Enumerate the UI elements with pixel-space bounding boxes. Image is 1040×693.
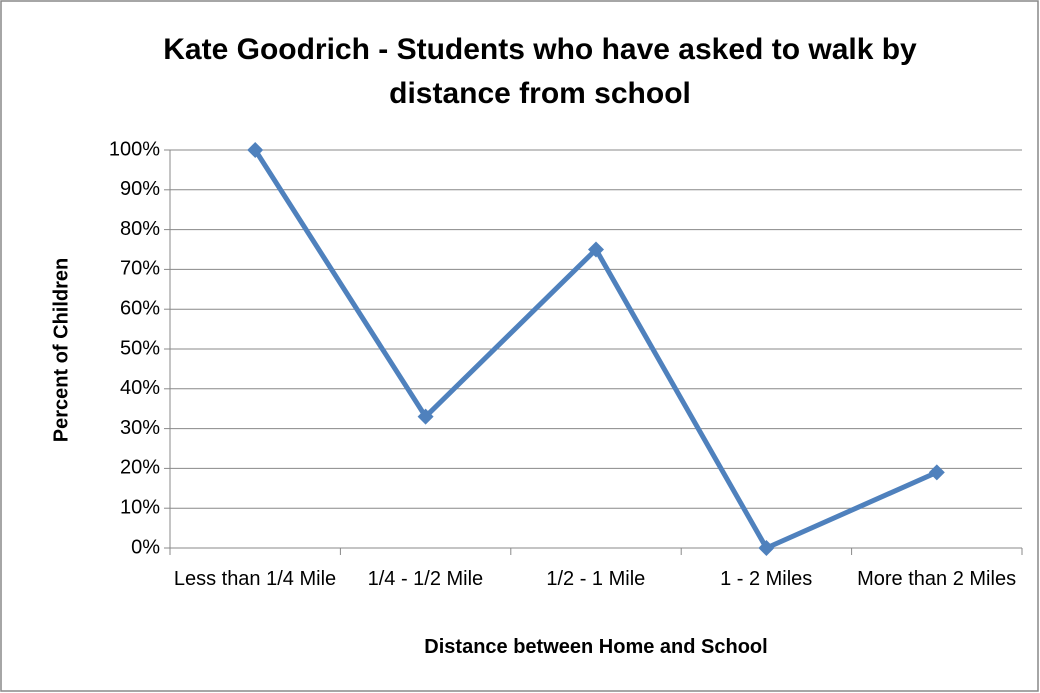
x-tick-label: Less than 1/4 Mile	[173, 568, 337, 590]
y-tick-label: 30%	[120, 417, 160, 439]
data-point	[928, 464, 945, 481]
x-tick-label: 1/4 - 1/2 Mile	[367, 568, 484, 590]
y-tick-label: 0%	[131, 536, 160, 558]
x-tick-label: 1/2 - 1 Mile	[546, 568, 646, 590]
y-tick-label: 10%	[120, 496, 160, 518]
x-tick-label: More than 2 Miles	[857, 568, 1017, 590]
y-tick-label: 60%	[120, 297, 160, 319]
y-tick-label: 90%	[120, 178, 160, 200]
y-tick-label: 100%	[109, 138, 160, 160]
y-tick-label: 40%	[120, 377, 160, 399]
x-axis-title: Distance between Home and School	[424, 636, 768, 658]
y-tick-label: 50%	[120, 337, 160, 359]
y-axis-title: Percent of Children	[50, 258, 72, 442]
data-point	[758, 540, 775, 556]
chart-title: Kate Goodrich - Students who have asked …	[163, 33, 917, 110]
data-point	[417, 408, 434, 425]
y-tick-label: 20%	[120, 457, 160, 479]
data-point	[588, 241, 604, 258]
y-tick-label: 70%	[120, 258, 160, 280]
y-tick-label: 80%	[120, 218, 160, 240]
x-tick-label: 1 - 2 Miles	[720, 568, 813, 590]
data-point	[247, 142, 264, 158]
